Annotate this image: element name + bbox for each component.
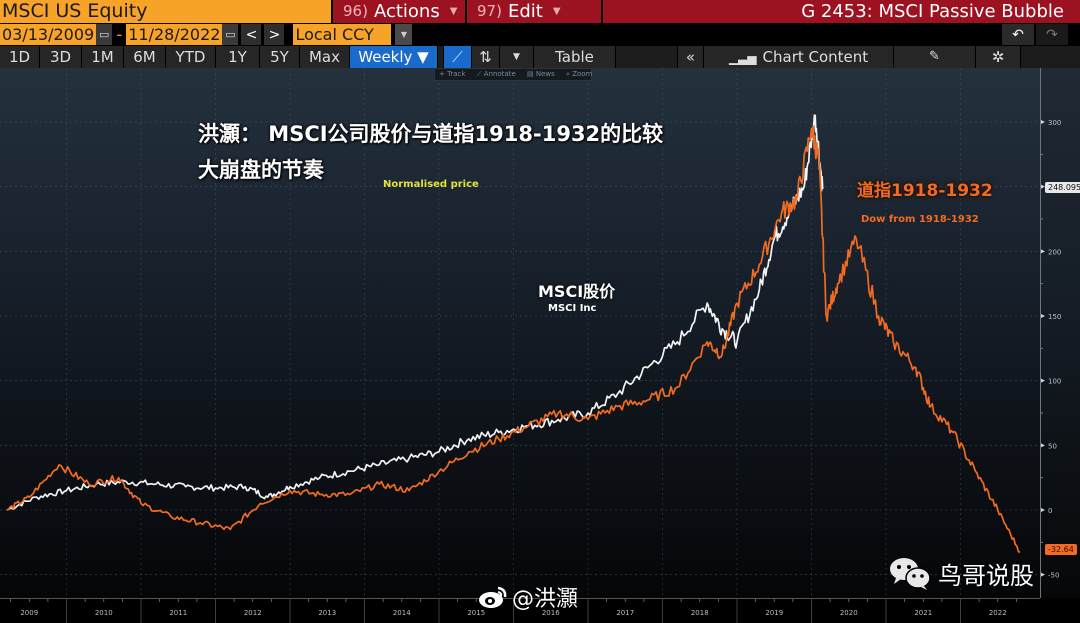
- weibo-icon: [478, 585, 508, 609]
- svg-text:2018: 2018: [691, 609, 709, 617]
- zoom-tool[interactable]: ⌕ Zoom: [566, 70, 593, 78]
- settings-gear-icon[interactable]: ✲: [976, 46, 1021, 68]
- svg-text:0: 0: [1048, 507, 1052, 515]
- actions-number: 96): [343, 2, 368, 20]
- collapse-panel-button[interactable]: «: [678, 46, 704, 68]
- chart-type-dropdown-icon[interactable]: ▼: [500, 46, 534, 68]
- svg-text:2012: 2012: [244, 609, 262, 617]
- dow-series-label-cn: 道指1918-1932: [857, 181, 993, 201]
- x-axis-ticks: 2009 2010 2011 2012 2013 2014 2015 2016 2017 2018…: [10, 599, 1017, 623]
- edit-chart-icon[interactable]: ✎: [894, 46, 976, 68]
- period-ytd[interactable]: YTD: [166, 46, 216, 68]
- caret-down-icon: ▼: [449, 6, 458, 17]
- svg-text:-50: -50: [1048, 572, 1059, 580]
- y-axis-ticks: -50050100150200250300: [1041, 119, 1061, 580]
- start-date-input[interactable]: 03/13/2009: [0, 24, 97, 45]
- svg-text:100: 100: [1048, 378, 1061, 386]
- end-date-input[interactable]: 11/28/2022: [126, 24, 223, 45]
- x-axis: 2009 2010 2011 2012 2013 2014 2015 2016 2017 2018…: [0, 598, 1040, 623]
- edit-label: Edit: [507, 1, 543, 22]
- period-6m[interactable]: 6M: [124, 46, 166, 68]
- weibo-handle: @洪灝: [512, 587, 579, 612]
- svg-text:2015: 2015: [467, 609, 485, 617]
- table-button[interactable]: Table: [534, 46, 616, 68]
- weibo-watermark: @洪灝: [478, 581, 578, 613]
- undo-icon[interactable]: ↶: [1002, 24, 1034, 45]
- msci-last-value-tag: 248.095: [1045, 182, 1080, 193]
- toolbar-spacer: [438, 46, 444, 68]
- wechat-watermark: 鸟哥说股: [888, 556, 1034, 591]
- annotate-tool[interactable]: ⟋ Annotate: [476, 70, 516, 78]
- chart-annotation-subtitle: 大崩盘的节奏: [198, 158, 324, 182]
- edit-menu-button[interactable]: 97) Edit ▼: [467, 0, 603, 23]
- svg-text:300: 300: [1048, 119, 1061, 127]
- svg-text:2010: 2010: [95, 609, 113, 617]
- calendar-icon[interactable]: ▭: [222, 24, 239, 45]
- period-5y[interactable]: 5Y: [260, 46, 300, 68]
- news-tool[interactable]: ▤ News: [527, 70, 555, 78]
- period-1d[interactable]: 1D: [0, 46, 40, 68]
- chart-content-icon: ▁▃▅: [728, 51, 757, 65]
- caret-down-icon: ▼: [552, 6, 561, 17]
- chart-toolbar: 1D 3D 1M 6M YTD 1Y 5Y Max Weekly ▼ ⟋ ⇅ ▼…: [0, 46, 1080, 68]
- track-tool[interactable]: + Track: [439, 70, 466, 78]
- date-range-row: 03/13/2009 ▭ - 11/28/2022 ▭ < > Local CC…: [0, 24, 1080, 45]
- chart-content-button[interactable]: ▁▃▅ Chart Content: [704, 46, 894, 68]
- chart-annotation-title: 洪灝： MSCI公司股价与道指1918-1932的比较: [198, 122, 664, 146]
- frequency-dropdown[interactable]: Weekly ▼: [350, 46, 438, 68]
- normalised-price-label: Normalised price: [383, 179, 479, 190]
- calendar-icon[interactable]: ▭: [96, 24, 113, 45]
- dow-last-value-tag: -32.64: [1045, 544, 1077, 555]
- currency-select[interactable]: Local CCY: [293, 24, 392, 45]
- svg-text:2020: 2020: [840, 609, 858, 617]
- chart-plot-area[interactable]: [0, 68, 1040, 598]
- line-chart-icon[interactable]: ⟋: [444, 46, 472, 68]
- svg-text:2014: 2014: [393, 609, 411, 617]
- wechat-icon: [888, 557, 932, 591]
- svg-text:2009: 2009: [20, 609, 38, 617]
- svg-text:2013: 2013: [318, 609, 336, 617]
- chart-title: G 2453: MSCI Passive Bubble: [603, 0, 1080, 23]
- msci-series-label-en: MSCI Inc: [548, 303, 597, 314]
- period-1m[interactable]: 1M: [82, 46, 124, 68]
- toolbar-spacer: [616, 46, 678, 68]
- period-3d[interactable]: 3D: [40, 46, 82, 68]
- prev-period-button[interactable]: <: [241, 24, 262, 45]
- svg-text:150: 150: [1048, 313, 1061, 321]
- wechat-account-name: 鸟哥说股: [938, 562, 1034, 590]
- next-period-button[interactable]: >: [264, 24, 285, 45]
- svg-text:200: 200: [1048, 248, 1061, 256]
- y-axis: -50050100150200250300: [1040, 68, 1080, 598]
- actions-label: Actions: [373, 1, 440, 22]
- currency-dropdown-icon[interactable]: ▼: [395, 24, 413, 45]
- chart-canvas: [0, 68, 1040, 598]
- svg-text:50: 50: [1048, 442, 1057, 450]
- svg-text:2016: 2016: [542, 609, 560, 617]
- security-field[interactable]: MSCI US Equity: [0, 0, 331, 23]
- period-1y[interactable]: 1Y: [216, 46, 260, 68]
- actions-menu-button[interactable]: 96) Actions ▼: [333, 0, 467, 23]
- svg-text:2021: 2021: [914, 609, 932, 617]
- bar-chart-type-icon[interactable]: ⇅: [472, 46, 500, 68]
- msci-series-label-cn: MSCI股价: [538, 282, 616, 301]
- svg-text:2011: 2011: [169, 609, 187, 617]
- chart-tools-hint-bar: + Track ⟋ Annotate ▤ News ⌕ Zoom: [434, 68, 592, 81]
- svg-text:2019: 2019: [765, 609, 783, 617]
- chart-content-label: Chart Content: [762, 48, 869, 66]
- period-max[interactable]: Max: [300, 46, 350, 68]
- svg-text:2017: 2017: [616, 609, 634, 617]
- title-row: MSCI US Equity 96) Actions ▼ 97) Edit ▼ …: [0, 0, 1080, 23]
- svg-text:2022: 2022: [989, 609, 1007, 617]
- edit-number: 97): [477, 2, 502, 20]
- redo-icon[interactable]: ↷: [1036, 24, 1068, 45]
- dow-series-label-en: Dow from 1918-1932: [861, 214, 979, 225]
- range-separator: -: [116, 25, 123, 44]
